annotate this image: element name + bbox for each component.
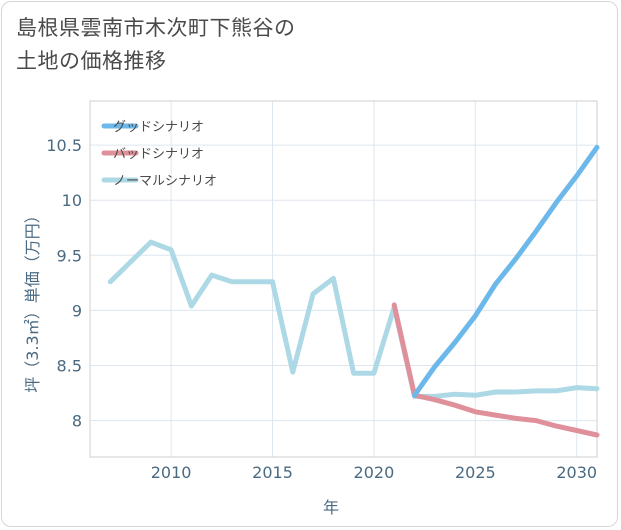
plot-area-frame	[89, 100, 598, 458]
y-tick-label: 9.5	[57, 246, 82, 265]
series-line-1	[391, 302, 600, 438]
chart-title: 島根県雲南市木次町下熊谷の 土地の価格推移	[16, 16, 296, 73]
x-tick-label: 2020	[354, 463, 395, 482]
x-tick-label: 2010	[151, 463, 192, 482]
grid-lines	[90, 101, 597, 457]
y-tick-label: 10.5	[46, 136, 82, 155]
y-tick-label: 9	[72, 301, 82, 320]
x-tick-label: 2030	[556, 463, 597, 482]
y-tick-label: 8.5	[57, 357, 82, 376]
series-line-2	[107, 239, 600, 399]
x-axis-label: 年	[323, 498, 339, 517]
series-line-0	[412, 144, 600, 398]
y-tick-labels: 8 8.5 9 9.5 10 10.5	[46, 136, 82, 431]
legend-label: グッドシナリオ	[113, 120, 204, 135]
legend-label: バッドシナリオ	[113, 147, 204, 162]
x-tick-labels: 2010 2015 2020 2025 2030	[151, 463, 597, 482]
series-lines	[107, 144, 600, 438]
legend-label: ノーマルシナリオ	[113, 174, 217, 189]
y-axis-label: 坪（3.3㎡）単価（万円）	[23, 207, 42, 392]
x-tick-label: 2025	[455, 463, 496, 482]
y-tick-label: 10	[62, 191, 82, 210]
x-tick-label: 2015	[252, 463, 293, 482]
y-tick-label: 8	[72, 412, 82, 431]
